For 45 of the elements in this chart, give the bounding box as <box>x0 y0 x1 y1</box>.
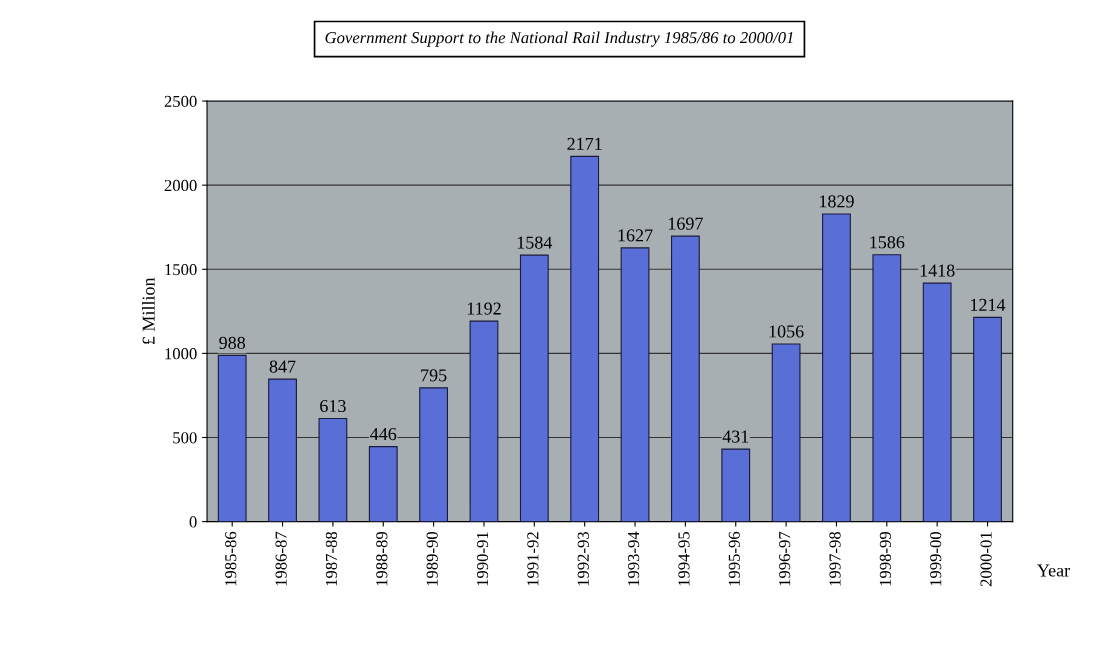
data-label: 1584 <box>517 236 553 249</box>
data-label: 1697 <box>668 217 703 230</box>
x-tick-label: 1990-91 <box>476 532 489 586</box>
y-tick-label: 1000 <box>165 348 197 360</box>
y-tick-label: 2000 <box>164 179 197 192</box>
x-tick-label: 1985-86 <box>225 531 237 586</box>
data-label: 847 <box>269 360 296 373</box>
x-tick-label: 1987-88 <box>325 531 338 586</box>
x-tick-label: 1999-00 <box>930 531 942 586</box>
x-tick-label: 1986-87 <box>275 531 287 586</box>
x-tick-label: 1991-92 <box>527 532 539 586</box>
chart-title: Government Support to the National Rail Industry 1985/86 to 2000/01 <box>325 31 793 47</box>
x-tick-label: 1992-93 <box>577 531 589 586</box>
x-tick-label: 2000-01 <box>980 532 992 587</box>
x-tick-label: 1998-99 <box>879 532 891 586</box>
data-label: 1056 <box>769 325 804 338</box>
x-tick-label: 1989-90 <box>426 531 438 586</box>
bar <box>721 448 751 522</box>
data-label: 1418 <box>920 264 955 277</box>
data-label: 1586 <box>870 236 905 249</box>
data-label: 446 <box>370 428 397 441</box>
y-tick-label: 0 <box>189 516 197 528</box>
data-label: 1214 <box>971 298 1006 311</box>
data-label: 431 <box>722 430 749 443</box>
bar <box>368 446 398 522</box>
y-tick-label: 1500 <box>165 263 197 276</box>
data-label: 1192 <box>467 302 501 315</box>
x-tick-label: 1997-98 <box>829 531 841 586</box>
data-label: 795 <box>421 369 447 382</box>
data-label: 2171 <box>567 137 602 150</box>
x-axis-title: Year <box>1037 564 1070 577</box>
data-label: 613 <box>320 399 346 413</box>
data-label: 1627 <box>618 229 653 242</box>
x-tick-label: 1994-95 <box>678 531 690 586</box>
y-axis-title: £ Million <box>142 277 155 345</box>
bar <box>217 354 247 522</box>
x-tick-label: 1993-94 <box>628 531 640 586</box>
x-tick-label: 1988-89 <box>376 532 388 586</box>
data-label: 1829 <box>819 195 854 208</box>
x-tick-label: 1995-96 <box>728 531 740 586</box>
y-tick-label: 2500 <box>164 95 197 108</box>
bar <box>922 282 952 522</box>
y-tick-label: 500 <box>173 432 197 444</box>
x-tick-label: 1996-97 <box>779 531 791 586</box>
data-label: 988 <box>219 336 246 349</box>
